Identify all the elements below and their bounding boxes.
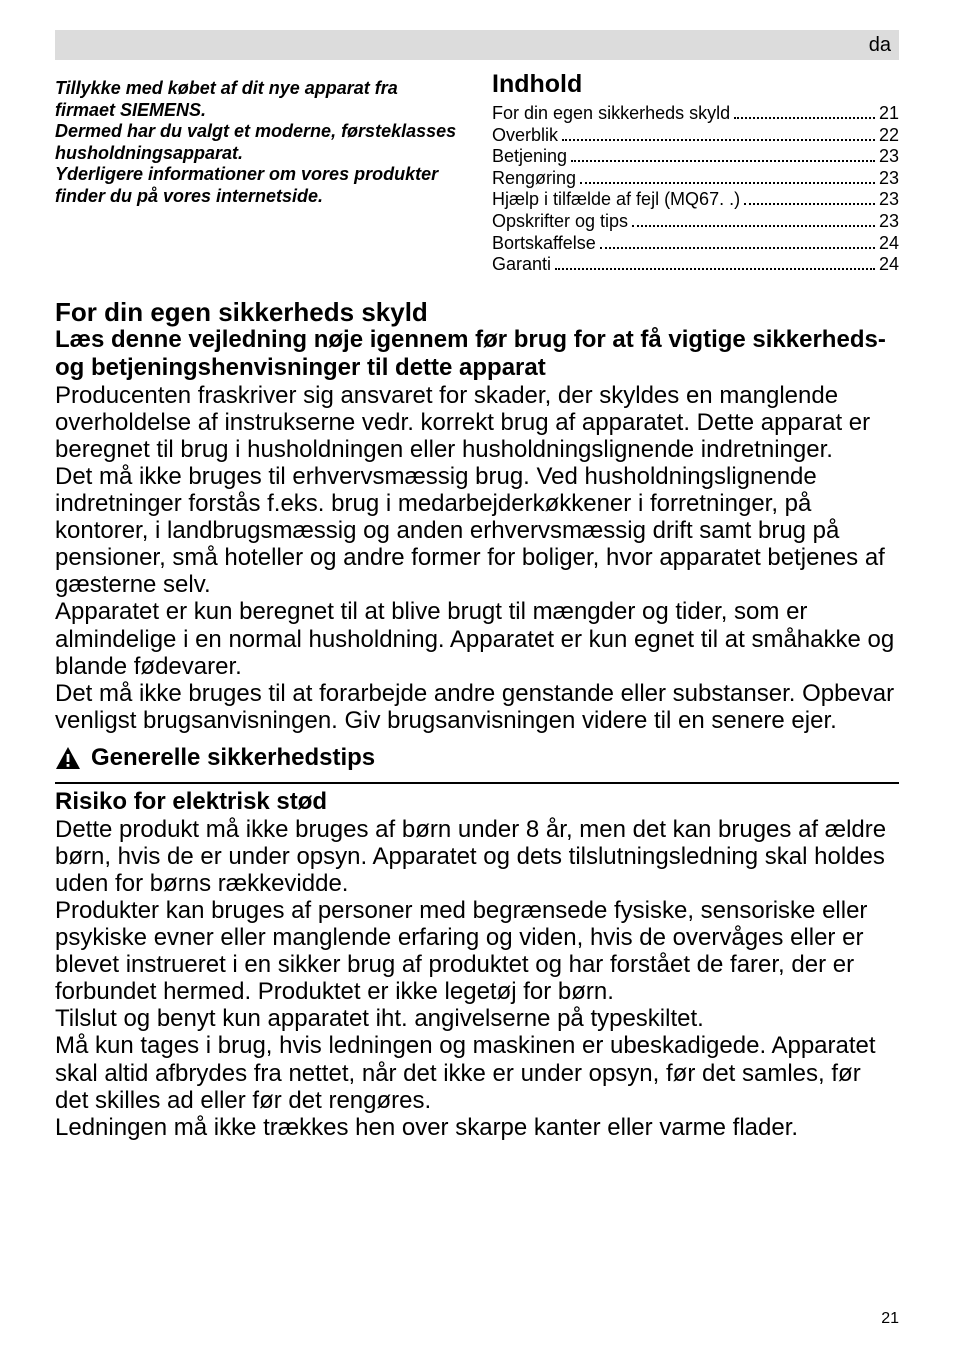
body-text: Det må ikke bruges til at forarbejde and…	[55, 680, 899, 734]
toc-dots	[555, 268, 875, 270]
intro-text: Tillykke med købet af dit nye apparat fr…	[55, 78, 462, 208]
toc-item: Garanti 24	[492, 254, 899, 276]
top-row: Tillykke med købet af dit nye apparat fr…	[55, 70, 899, 276]
toc-label: Opskrifter og tips	[492, 211, 628, 233]
toc-dots	[562, 139, 875, 141]
toc-label: For din egen sikkerheds skyld	[492, 103, 730, 125]
toc-item: Rengøring 23	[492, 168, 899, 190]
toc-dots	[744, 203, 875, 205]
toc-item: Hjælp i tilfælde af fejl (MQ67. .) 23	[492, 189, 899, 211]
toc-item: Opskrifter og tips 23	[492, 211, 899, 233]
warning-row: Generelle sikkerhedstips	[55, 744, 899, 772]
toc-item: Betjening 23	[492, 146, 899, 168]
toc-dots	[632, 225, 875, 227]
toc-label: Betjening	[492, 146, 567, 168]
toc-item: Overblik 22	[492, 125, 899, 147]
body-text: Det må ikke bruges til erhvervsmæssig br…	[55, 463, 899, 599]
body-text: Ledningen må ikke trækkes hen over skarp…	[55, 1114, 899, 1141]
toc-list: For din egen sikkerheds skyld 21 Overblik…	[492, 103, 899, 276]
section-safety: For din egen sikkerheds skyld Læs denne …	[55, 298, 899, 734]
warning-title: Generelle sikkerhedstips	[91, 744, 375, 772]
body-text: Producenten fraskriver sig ansvaret for …	[55, 382, 899, 463]
toc-title: Indhold	[492, 70, 899, 99]
toc-label: Hjælp i tilfælde af fejl (MQ67. .)	[492, 189, 740, 211]
heading-2: Læs denne vejledning nøje igennem før br…	[55, 326, 899, 381]
toc-page: 24	[879, 254, 899, 276]
toc-label: Overblik	[492, 125, 558, 147]
toc-dots	[580, 182, 875, 184]
heading-2: Risiko for elektrisk stød	[55, 788, 899, 816]
toc-label: Rengøring	[492, 168, 576, 190]
toc-page: 22	[879, 125, 899, 147]
toc-page: 21	[879, 103, 899, 125]
body-text: Produkter kan bruges af personer med beg…	[55, 897, 899, 1005]
body-text: Apparatet er kun beregnet til at blive b…	[55, 598, 899, 679]
toc-page: 24	[879, 233, 899, 255]
header-bar: da	[55, 30, 899, 60]
toc-page: 23	[879, 168, 899, 190]
section-risk: Risiko for elektrisk stød Dette produkt …	[55, 788, 899, 1141]
header-lang: da	[869, 34, 891, 57]
toc-dots	[571, 160, 875, 162]
toc-column: Indhold For din egen sikkerheds skyld 21 …	[492, 70, 899, 276]
heading-1: For din egen sikkerheds skyld	[55, 298, 899, 327]
body-text: Tilslut og benyt kun apparatet iht. angi…	[55, 1005, 899, 1032]
toc-label: Garanti	[492, 254, 551, 276]
body-text: Dette produkt må ikke bruges af børn und…	[55, 816, 899, 897]
toc-item: For din egen sikkerheds skyld 21	[492, 103, 899, 125]
toc-page: 23	[879, 146, 899, 168]
intro-column: Tillykke med købet af dit nye apparat fr…	[55, 70, 462, 276]
divider	[55, 782, 899, 784]
body-text: Må kun tages i brug, hvis ledningen og m…	[55, 1032, 899, 1113]
warning-icon	[55, 746, 81, 770]
toc-dots	[734, 117, 875, 119]
page-number: 21	[881, 1310, 899, 1328]
toc-label: Bortskaffelse	[492, 233, 596, 255]
toc-item: Bortskaffelse 24	[492, 233, 899, 255]
toc-page: 23	[879, 189, 899, 211]
toc-dots	[600, 247, 875, 249]
toc-page: 23	[879, 211, 899, 233]
